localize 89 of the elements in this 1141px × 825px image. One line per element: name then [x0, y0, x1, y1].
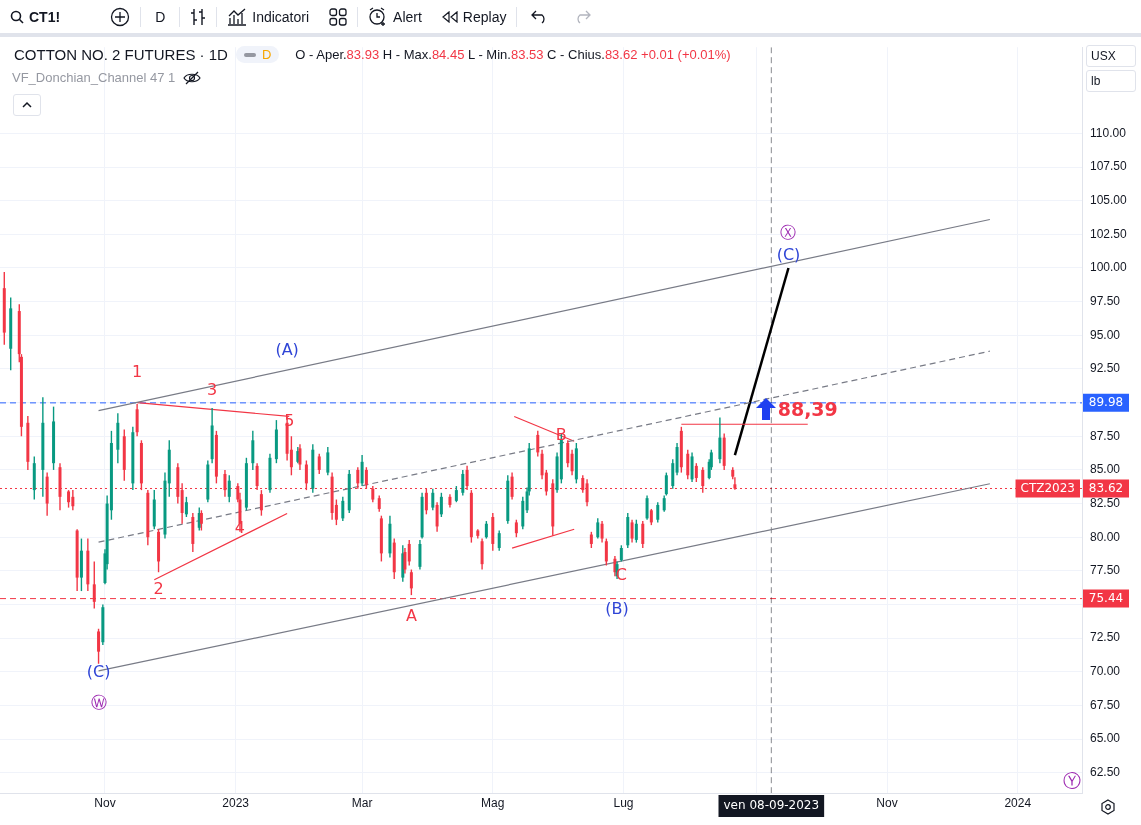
candlestick [227, 474, 231, 503]
candlestick [71, 489, 75, 511]
text: O - Aper.83.93 H - Max.84.45 L - Min.83.53 C - Chius.83.62 +0.01 (+0.01%) [295, 47, 731, 62]
annotation: 88,39 [777, 398, 838, 421]
candlestick [656, 501, 660, 524]
x-tick-label: Nov [94, 795, 116, 810]
candlestick [461, 469, 465, 497]
candlestick [184, 496, 188, 518]
text: Alert [393, 8, 422, 25]
annotation: Ⓧ [780, 223, 797, 243]
x-tick-label: Lug [613, 795, 634, 810]
candlestick [536, 430, 540, 458]
candlestick [251, 430, 255, 471]
y-tick-label: 100.00 [1090, 260, 1128, 275]
x-tick-label: 2024 [1004, 795, 1032, 810]
y-tick-label: 70.00 [1090, 664, 1121, 679]
annotation: CTZ2023 [1020, 481, 1075, 496]
y-tick-label: 77.50 [1090, 563, 1121, 578]
y-tick-label: 107.50 [1090, 159, 1128, 174]
candlestick [570, 449, 574, 476]
candlestick [634, 519, 638, 544]
candlestick [604, 537, 608, 567]
candlestick [439, 492, 443, 518]
candlestick [403, 547, 407, 575]
candlestick [686, 449, 690, 481]
annotation: (B) [605, 599, 629, 619]
candlestick [409, 568, 413, 596]
candlestick [407, 539, 411, 567]
candlestick [718, 416, 722, 464]
y-tick-label: 80.00 [1090, 529, 1121, 544]
candlestick [497, 529, 501, 552]
x-tick-label: Nov [876, 795, 898, 810]
y-tick-label: 87.50 [1090, 428, 1121, 443]
ref-line-label: 83.62 [1088, 481, 1124, 496]
candlestick [645, 494, 649, 521]
candlestick [600, 520, 604, 544]
candlestick [418, 539, 422, 571]
candlestick [630, 519, 634, 544]
x-tick-label: 2023 [222, 795, 250, 810]
y-tick-label: 67.50 [1090, 697, 1121, 712]
annotation: 1 [132, 362, 143, 382]
y-tick-label: 92.50 [1090, 361, 1121, 376]
annotation: 3 [207, 379, 218, 399]
annotation: (A) [275, 340, 299, 360]
candlestick [690, 451, 694, 483]
annotation: 2 [153, 579, 164, 599]
x-tick-label: Mag [481, 795, 505, 810]
y-tick-label: 97.50 [1090, 293, 1121, 308]
ref-line-label: ven 08-09-2023 [723, 798, 820, 813]
chart-title: COTTON NO. 2 FUTURES · 1D [14, 46, 228, 63]
candlestick [435, 501, 439, 533]
annotation: (C) [86, 662, 111, 682]
y-tick-label: 72.50 [1090, 630, 1121, 645]
text: USX [1091, 49, 1116, 63]
ref-line-label: 75.44 [1088, 591, 1124, 606]
y-tick-label: 105.00 [1090, 192, 1128, 207]
y-tick-label: 85.00 [1090, 462, 1121, 477]
ref-line-label: 89.98 [1088, 395, 1124, 410]
candlestick [480, 537, 484, 571]
x-tick-label: Mar [351, 795, 373, 810]
annotation: Ⓦ [90, 692, 107, 712]
candlestick [671, 458, 675, 490]
candlestick [97, 628, 101, 665]
annotation: D [261, 47, 272, 62]
candlestick [596, 517, 600, 540]
text: CT1! [29, 8, 61, 25]
annotation: A [405, 606, 417, 626]
y-tick-label: 95.00 [1090, 327, 1121, 342]
candlestick [360, 454, 364, 487]
candlestick [317, 453, 321, 475]
y-tick-label: 65.00 [1090, 731, 1121, 746]
annotation: Ⓨ [1063, 770, 1081, 791]
candlestick [135, 403, 139, 437]
annotation: VF_Donchian_Channel 47 1 [12, 70, 176, 85]
candlestick [431, 488, 435, 511]
candlestick [641, 520, 645, 549]
text: Indicatori [252, 8, 310, 25]
y-tick-label: 82.50 [1090, 495, 1121, 510]
text: lb [1091, 74, 1101, 88]
y-tick-label: 102.50 [1090, 226, 1128, 241]
annotation: C [615, 565, 627, 585]
text: D [155, 8, 166, 25]
y-tick-label: 110.00 [1090, 125, 1127, 140]
annotation: (C) [776, 245, 801, 265]
y-tick-label: 62.50 [1090, 765, 1121, 780]
candlestick [694, 462, 698, 483]
candlestick [341, 496, 345, 522]
candlestick [326, 446, 330, 476]
text: Replay [462, 8, 507, 25]
